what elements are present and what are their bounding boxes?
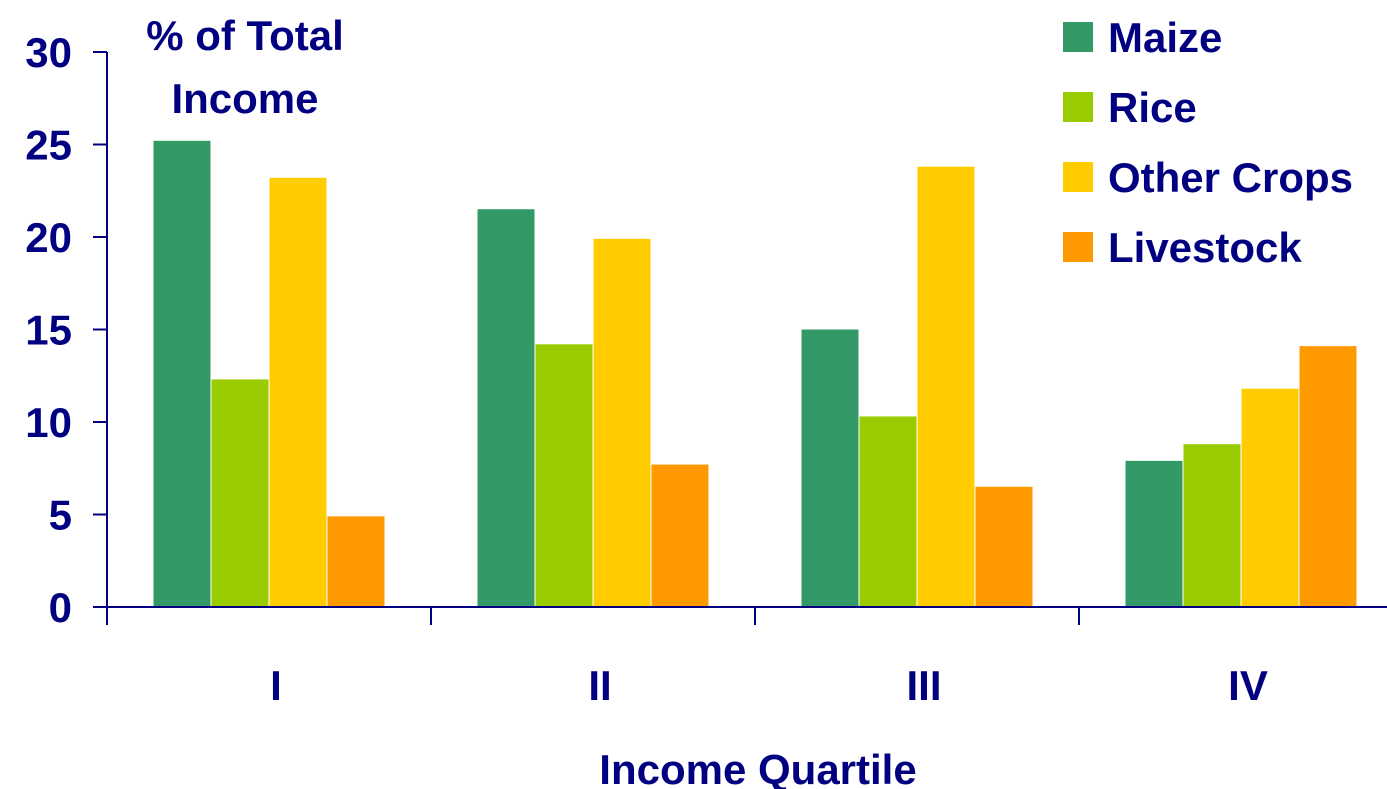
axes-layer — [93, 51, 1387, 625]
y-tick-label-0: 0 — [49, 584, 72, 631]
bar-rice-ii — [535, 344, 593, 607]
legend-swatch-rice — [1063, 92, 1093, 122]
legend-label-other-crops: Other Crops — [1108, 154, 1353, 201]
bar-rice-iv — [1183, 444, 1241, 607]
bar-other-crops-iv — [1241, 388, 1299, 607]
bar-maize-ii — [477, 209, 535, 607]
y-tick-label-5: 5 — [49, 492, 72, 539]
x-tick-label-iii: III — [906, 662, 941, 709]
bar-other-crops-ii — [593, 238, 651, 607]
chart-title-line-2: Income — [171, 75, 318, 122]
legend-swatch-other-crops — [1063, 162, 1093, 192]
y-tick-label-10: 10 — [25, 399, 72, 446]
bar-livestock-iv — [1299, 346, 1357, 607]
bar-maize-i — [153, 140, 211, 608]
y-tick-label-30: 30 — [25, 29, 72, 76]
legend-swatch-maize — [1063, 22, 1093, 52]
chart-title-line-1: % of Total — [146, 12, 344, 59]
x-tick-label-i: I — [270, 662, 282, 709]
y-tick-label-25: 25 — [25, 122, 72, 169]
y-tick-label-15: 15 — [25, 307, 72, 354]
bar-livestock-i — [327, 516, 385, 607]
legend-swatch-livestock — [1063, 232, 1093, 262]
legend: Maize Rice Other Crops Livestock — [1063, 14, 1353, 271]
bar-other-crops-i — [269, 177, 327, 608]
legend-label-maize: Maize — [1108, 14, 1222, 61]
bars-layer — [153, 140, 1357, 608]
bar-livestock-iii — [975, 486, 1033, 607]
x-tick-label-iv: IV — [1228, 662, 1268, 709]
x-axis-label: Income Quartile — [599, 746, 916, 789]
bar-rice-iii — [859, 416, 917, 607]
bar-maize-iii — [801, 329, 859, 607]
y-tick-label-20: 20 — [25, 214, 72, 261]
x-tick-label-ii: II — [588, 662, 611, 709]
legend-label-livestock: Livestock — [1108, 224, 1302, 271]
bar-livestock-ii — [651, 464, 709, 607]
bar-rice-i — [211, 379, 269, 607]
legend-label-rice: Rice — [1108, 84, 1197, 131]
bar-other-crops-iii — [917, 166, 975, 607]
bar-maize-iv — [1125, 460, 1183, 607]
